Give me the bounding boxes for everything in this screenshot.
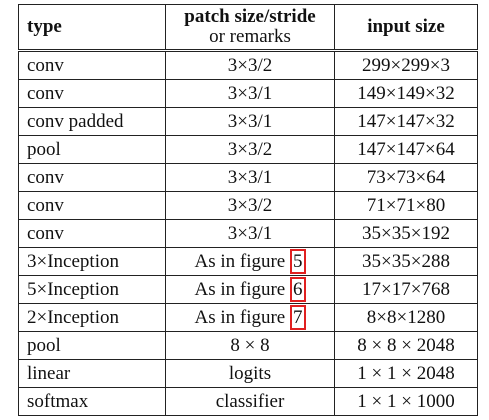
table-cell: logits — [165, 359, 335, 388]
cell-text: As in figure — [194, 306, 286, 328]
table-cell: 3×3/1 — [165, 163, 335, 192]
table-cell: softmax — [18, 387, 166, 416]
table-row: 5×Inception As in figure 6 17×17×768 — [18, 275, 478, 304]
table-cell: 8 × 8 × 2048 — [334, 331, 478, 360]
architecture-table: type patch size/stride or remarks input s… — [18, 4, 478, 416]
table-cell: 3×3/1 — [165, 107, 335, 136]
table-cell: pool — [18, 135, 166, 164]
table-cell: 8×8×1280 — [334, 303, 478, 332]
table-cell: 3×3/1 — [165, 79, 335, 108]
table-cell: 3×3/2 — [165, 135, 335, 164]
header-cell: type — [18, 4, 166, 52]
header-cell: input size — [334, 4, 478, 52]
table-cell: 3×3/2 — [165, 50, 335, 80]
table-cell: As in figure 7 — [165, 303, 335, 332]
table-cell: 73×73×64 — [334, 163, 478, 192]
table-row: conv 3×3/1 35×35×192 — [18, 219, 478, 248]
table-cell: 3×Inception — [18, 247, 166, 276]
table-cell: 1 × 1 × 1000 — [334, 387, 478, 416]
table-row: softmax classifier 1 × 1 × 1000 — [18, 387, 478, 416]
table-row: conv 3×3/1 149×149×32 — [18, 79, 478, 108]
table-cell: pool — [18, 331, 166, 360]
table-cell: 71×71×80 — [334, 191, 478, 220]
table-cell: classifier — [165, 387, 335, 416]
table-cell: conv — [18, 163, 166, 192]
header-text: patch size/stride — [184, 6, 316, 27]
table-row: conv 3×3/2 71×71×80 — [18, 191, 478, 220]
table-cell: conv padded — [18, 107, 166, 136]
table-cell: 1 × 1 × 2048 — [334, 359, 478, 388]
figure-ref: 7 — [290, 304, 306, 330]
table-row: 2×Inception As in figure 7 8×8×1280 — [18, 303, 478, 332]
table-cell: 17×17×768 — [334, 275, 478, 304]
table-cell: As in figure 6 — [165, 275, 335, 304]
table-cell: conv — [18, 79, 166, 108]
table-cell: linear — [18, 359, 166, 388]
table-cell: 149×149×32 — [334, 79, 478, 108]
header-note: or remarks — [209, 26, 291, 47]
table-cell: conv — [18, 219, 166, 248]
table-cell: 8 × 8 — [165, 331, 335, 360]
cell-text: As in figure — [194, 250, 286, 272]
table-cell: 35×35×288 — [334, 247, 478, 276]
figure-ref: 5 — [290, 248, 306, 274]
table-row: conv 3×3/2 299×299×3 — [18, 50, 478, 80]
table-cell: As in figure 5 — [165, 247, 335, 276]
table-cell: 3×3/1 — [165, 219, 335, 248]
table-cell: 299×299×3 — [334, 50, 478, 80]
table-row: 3×Inception As in figure 5 35×35×288 — [18, 247, 478, 276]
table-cell: 2×Inception — [18, 303, 166, 332]
header-cell: patch size/stride or remarks — [165, 4, 335, 52]
table-row: conv padded 3×3/1 147×147×32 — [18, 107, 478, 136]
figure-ref: 6 — [290, 276, 306, 302]
table-row: pool 3×3/2 147×147×64 — [18, 135, 478, 164]
cell-text: As in figure — [194, 278, 286, 300]
table-cell: 147×147×64 — [334, 135, 478, 164]
table-cell: 35×35×192 — [334, 219, 478, 248]
header-row: type patch size/stride or remarks input s… — [18, 4, 478, 52]
table-cell: conv — [18, 50, 166, 80]
table-row: conv 3×3/1 73×73×64 — [18, 163, 478, 192]
table-cell: 147×147×32 — [334, 107, 478, 136]
table-cell: 3×3/2 — [165, 191, 335, 220]
table-row: linear logits 1 × 1 × 2048 — [18, 359, 478, 388]
table-cell: conv — [18, 191, 166, 220]
table-body: conv 3×3/2 299×299×3 conv 3×3/1 149×149×32 con… — [18, 50, 478, 416]
table-cell: 5×Inception — [18, 275, 166, 304]
